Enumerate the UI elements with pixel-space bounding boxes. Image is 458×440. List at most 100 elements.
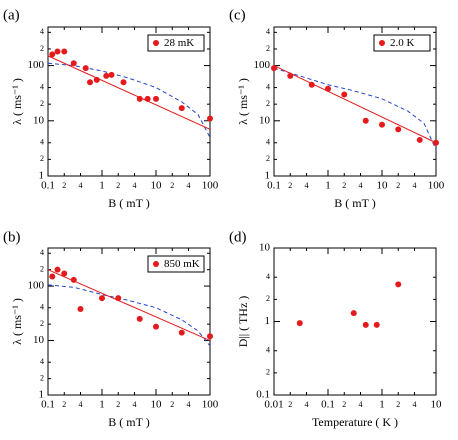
data-point (395, 126, 402, 133)
data-point (271, 65, 277, 72)
panel-label: (c) (229, 7, 246, 23)
x-tick-label: 2 (396, 400, 400, 409)
y-axis-label: D|| ( THz ) (236, 296, 250, 348)
y-tick-label: 2 (266, 99, 270, 108)
y-tick-label: 2 (266, 368, 270, 377)
y-tick-label: 4 (40, 82, 44, 91)
legend-box (147, 255, 205, 273)
x-tick-label: 4 (305, 400, 309, 409)
data-point (379, 121, 385, 128)
data-point (153, 95, 159, 102)
plot-frame (47, 247, 211, 396)
panel-label: (b) (3, 229, 21, 245)
x-tick-label: 1 (379, 399, 385, 411)
data-point (416, 136, 423, 143)
data-point (120, 79, 127, 86)
data-point (136, 95, 143, 102)
x-tick-label: 1 (325, 180, 331, 192)
y-axis-label: λ ( ms⁻¹ ) (10, 78, 24, 125)
data-point (373, 321, 380, 328)
y-tick-label: 1 (265, 170, 271, 182)
model-curve (273, 67, 437, 150)
legend-label: 28 mK (164, 37, 194, 49)
data-point (287, 72, 294, 79)
legend-box (373, 34, 431, 52)
y-tick-label: 2 (266, 44, 270, 53)
data-point (178, 105, 185, 112)
fit-line (273, 65, 437, 144)
y-tick-label: 2 (40, 373, 44, 382)
x-tick-label: 2 (288, 400, 292, 409)
x-tick-label: 10 (151, 399, 163, 411)
y-tick-label: 4 (40, 303, 44, 312)
y-tick-label: 4 (266, 82, 270, 91)
y-tick-label: 10 (259, 242, 271, 254)
x-tick-label: 4 (133, 400, 137, 409)
y-tick-label: 100 (28, 280, 45, 292)
data-point (325, 85, 331, 92)
x-axis-label: B ( mT ) (108, 196, 149, 210)
x-tick-label: 4 (305, 181, 309, 190)
data-point (61, 270, 68, 277)
model-curve (47, 62, 211, 138)
x-tick-label: 4 (413, 181, 417, 190)
data-point (136, 315, 143, 322)
x-tick-label: 0.1 (41, 399, 55, 411)
x-tick-label: 4 (133, 181, 137, 190)
data-point (362, 117, 369, 124)
data-point (178, 329, 185, 336)
x-tick-label: 4 (187, 400, 191, 409)
data-point (207, 115, 213, 122)
x-tick-label: 0.1 (321, 399, 335, 411)
x-tick-label: 2 (170, 181, 174, 190)
data-point (207, 333, 213, 340)
y-tick-label: 100 (28, 59, 45, 71)
x-tick-label: 10 (377, 180, 389, 192)
x-tick-label: 4 (79, 400, 83, 409)
data-point (362, 321, 369, 328)
legend-marker (153, 40, 159, 46)
x-tick-label: 4 (359, 181, 363, 190)
data-point (350, 310, 357, 317)
x-tick-label: 2 (396, 181, 400, 190)
data-point (49, 51, 56, 58)
x-axis-label: Temperature ( K ) (312, 415, 398, 429)
data-point (70, 276, 77, 283)
data-point (82, 65, 89, 72)
x-tick-label: 4 (413, 400, 417, 409)
legend-marker (379, 40, 385, 46)
x-tick-label: 100 (202, 399, 219, 411)
data-point (144, 95, 151, 102)
data-point (341, 91, 348, 98)
y-tick-label: 10 (33, 334, 45, 346)
y-tick-label: 1 (265, 315, 271, 327)
y-tick-label: 4 (266, 346, 270, 355)
y-tick-label: 4 (40, 357, 44, 366)
fit-line (47, 55, 211, 130)
y-tick-label: 1 (39, 170, 45, 182)
x-tick-label: 2 (288, 181, 292, 190)
data-point (54, 266, 61, 273)
x-tick-label: 2 (170, 400, 174, 409)
data-point (108, 71, 115, 78)
x-tick-label: 2 (116, 400, 120, 409)
data-point (70, 60, 77, 67)
y-tick-label: 2 (40, 99, 44, 108)
x-tick-label: 2 (342, 181, 346, 190)
x-tick-label: 2 (342, 400, 346, 409)
plot-frame (273, 26, 437, 177)
model-curve (47, 284, 211, 347)
y-tick-label: 4 (266, 27, 270, 36)
x-tick-label: 4 (79, 181, 83, 190)
data-point (433, 139, 439, 146)
data-point (296, 320, 303, 327)
y-tick-label: 10 (259, 114, 271, 126)
y-tick-label: 2 (40, 44, 44, 53)
x-tick-label: 0.01 (264, 399, 283, 411)
panel-label: (a) (3, 7, 20, 23)
y-tick-label: 2 (266, 294, 270, 303)
y-tick-label: 2 (40, 265, 44, 274)
data-point (54, 48, 61, 55)
y-axis-label: λ ( ms⁻¹ ) (236, 78, 250, 125)
